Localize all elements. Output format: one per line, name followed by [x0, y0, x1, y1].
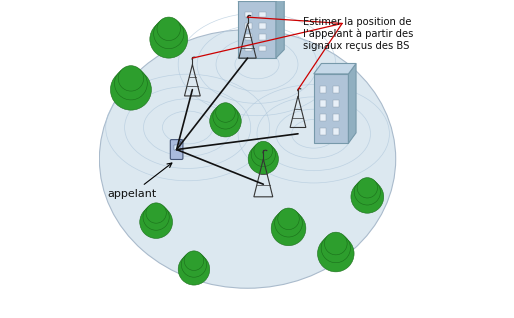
Circle shape [324, 232, 347, 255]
Bar [333, 100, 339, 107]
Bar [155, 222, 158, 229]
Bar [259, 23, 266, 29]
Bar [245, 11, 252, 17]
Bar [224, 121, 227, 128]
Bar [366, 197, 369, 204]
Circle shape [278, 208, 299, 230]
Circle shape [111, 69, 152, 110]
Circle shape [254, 141, 273, 160]
Bar [287, 228, 290, 236]
Bar [333, 86, 339, 93]
Bar [334, 253, 338, 262]
Polygon shape [238, 0, 284, 1]
Circle shape [357, 178, 377, 198]
Circle shape [146, 203, 167, 223]
Circle shape [271, 211, 306, 246]
Bar [167, 39, 171, 48]
Bar [320, 128, 326, 135]
Bar [193, 269, 195, 276]
Circle shape [150, 20, 188, 58]
Circle shape [248, 144, 279, 174]
Bar [259, 46, 266, 51]
Bar [129, 90, 133, 99]
Polygon shape [276, 0, 284, 58]
Circle shape [157, 17, 180, 40]
Bar [259, 34, 266, 40]
Circle shape [274, 209, 302, 237]
Circle shape [354, 179, 380, 205]
Circle shape [184, 251, 204, 270]
Circle shape [178, 253, 210, 285]
Circle shape [210, 105, 241, 137]
Bar [238, 1, 276, 58]
Circle shape [181, 252, 207, 277]
Bar [174, 145, 180, 149]
Bar [245, 34, 252, 40]
Circle shape [251, 142, 276, 167]
Bar [333, 128, 339, 135]
Circle shape [118, 66, 143, 91]
Polygon shape [314, 64, 356, 74]
Circle shape [140, 206, 173, 238]
Circle shape [143, 204, 169, 230]
Circle shape [216, 103, 235, 122]
Circle shape [351, 180, 384, 213]
Bar [245, 23, 252, 29]
FancyBboxPatch shape [170, 140, 183, 159]
Bar [314, 74, 348, 143]
Circle shape [154, 18, 184, 49]
Bar [320, 86, 326, 93]
Text: appelant: appelant [107, 163, 172, 199]
Bar [320, 114, 326, 121]
Circle shape [318, 235, 354, 272]
Bar [245, 46, 252, 51]
Bar [333, 114, 339, 121]
Ellipse shape [99, 30, 396, 288]
Circle shape [115, 67, 148, 100]
Bar [259, 11, 266, 17]
Polygon shape [348, 64, 356, 143]
Bar [320, 100, 326, 107]
Circle shape [213, 104, 238, 129]
Circle shape [321, 233, 351, 263]
Text: Estimer la position de
l'appelant à partir des
signaux reçus des BS: Estimer la position de l'appelant à part… [303, 17, 413, 51]
Bar [262, 159, 265, 166]
